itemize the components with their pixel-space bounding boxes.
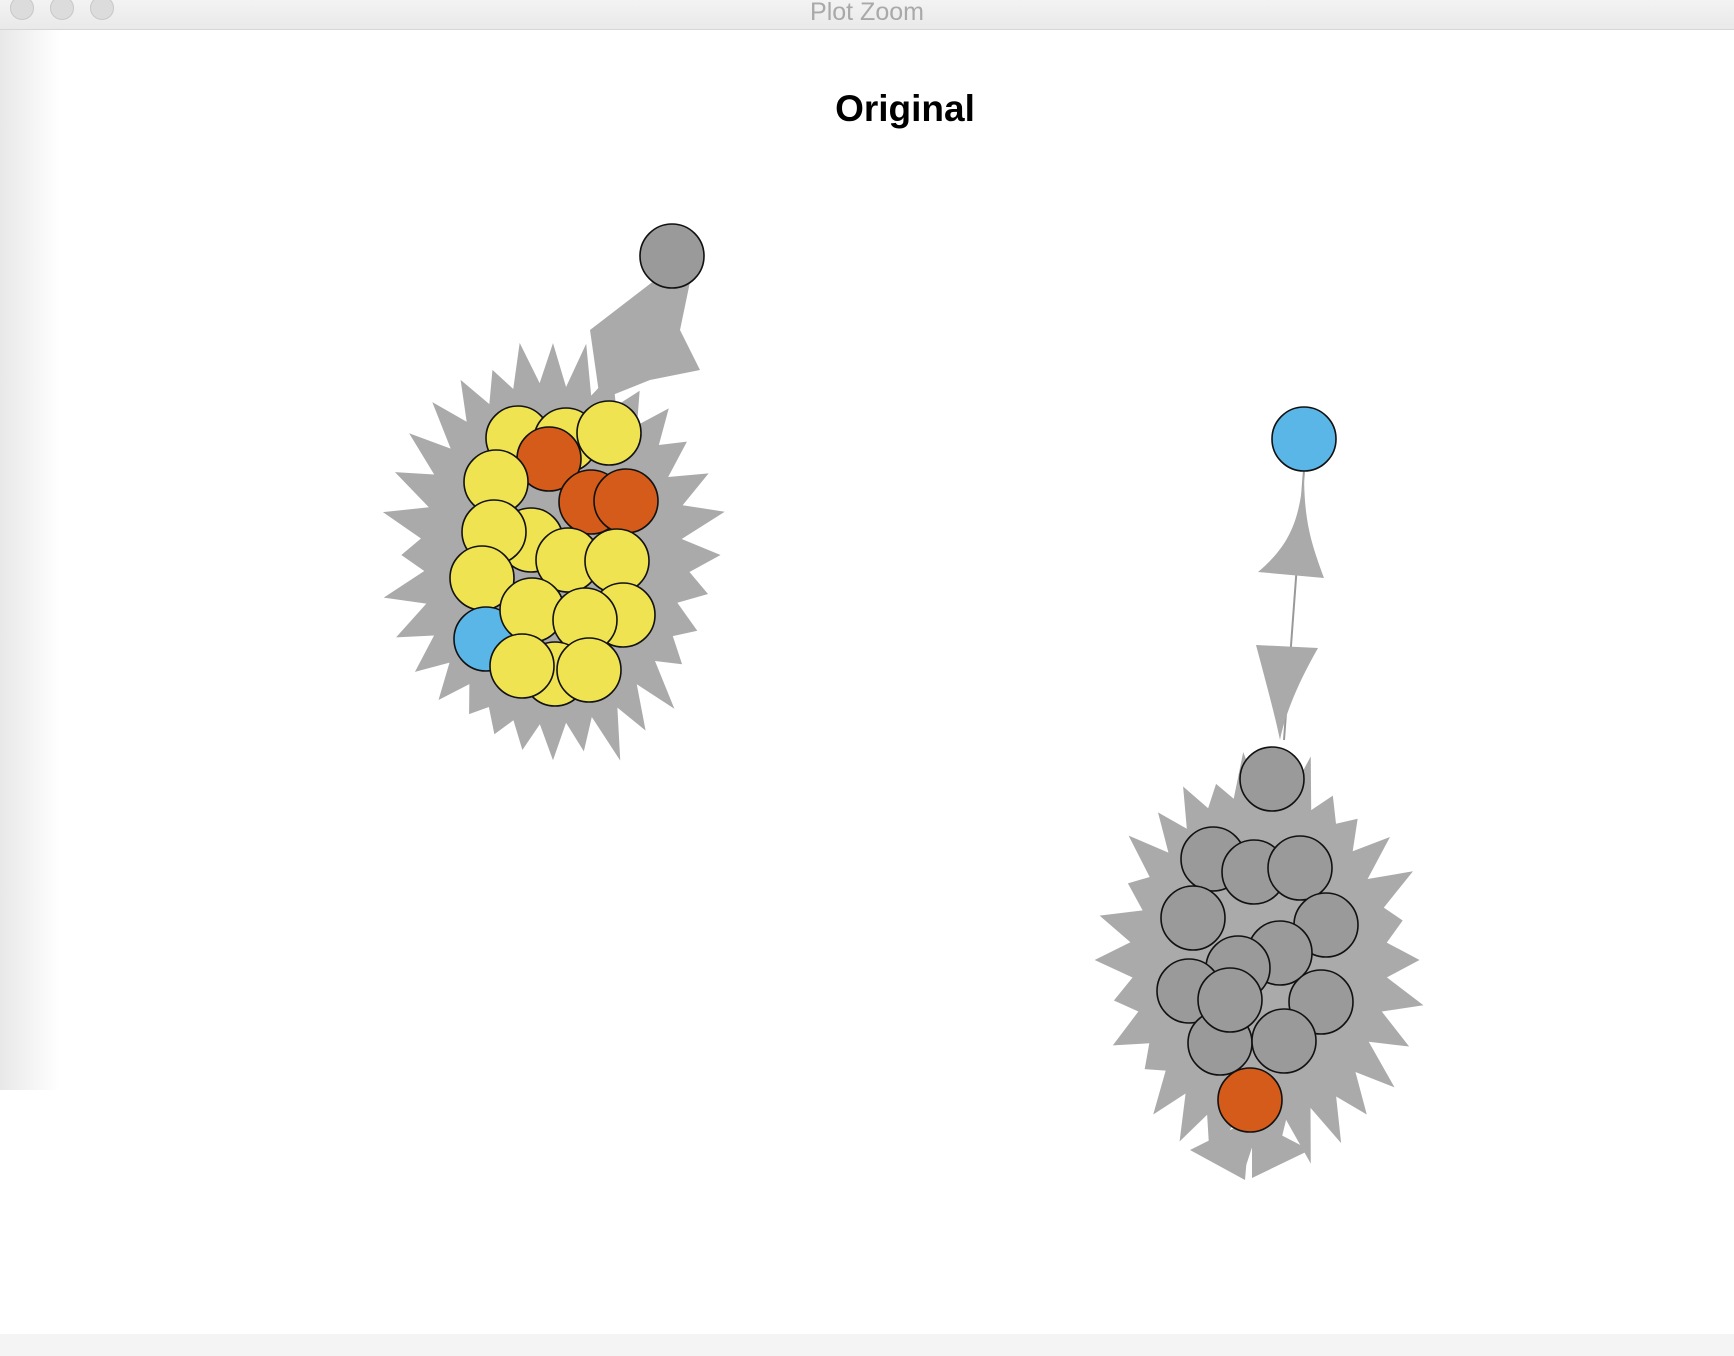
cluster-left-top-node-node bbox=[639, 223, 705, 289]
arrowhead bbox=[1190, 1120, 1250, 1180]
edge-bundle-left-tail bbox=[590, 280, 700, 400]
cluster-right-node bbox=[1217, 1067, 1283, 1133]
arrowhead bbox=[1256, 645, 1318, 740]
cluster-left-node bbox=[489, 633, 555, 699]
cluster-right-node bbox=[1267, 835, 1333, 901]
cluster-right-top-node-node bbox=[1271, 406, 1337, 472]
nodes-layer bbox=[449, 223, 1359, 1133]
window-shadow bbox=[0, 30, 60, 1090]
close-window-button[interactable] bbox=[10, 0, 34, 20]
cluster-right-node bbox=[1160, 885, 1226, 951]
cluster-left-node bbox=[593, 468, 659, 534]
cluster-right-node bbox=[1251, 1008, 1317, 1074]
cluster-right-node bbox=[1197, 967, 1263, 1033]
plot-title: Original bbox=[835, 88, 975, 129]
arrowhead bbox=[1258, 470, 1324, 578]
zoom-window-button[interactable] bbox=[90, 0, 114, 20]
window-title: Plot Zoom bbox=[810, 0, 924, 26]
window-titlebar: Plot Zoom bbox=[0, 0, 1734, 30]
arrowhead bbox=[1252, 1120, 1310, 1178]
plot-canvas bbox=[0, 30, 1734, 1356]
cluster-left-node bbox=[576, 400, 642, 466]
window-bottom-edge bbox=[0, 1334, 1734, 1356]
minimize-window-button[interactable] bbox=[50, 0, 74, 20]
cluster-left-node bbox=[556, 637, 622, 703]
cluster-right-node bbox=[1239, 746, 1305, 812]
